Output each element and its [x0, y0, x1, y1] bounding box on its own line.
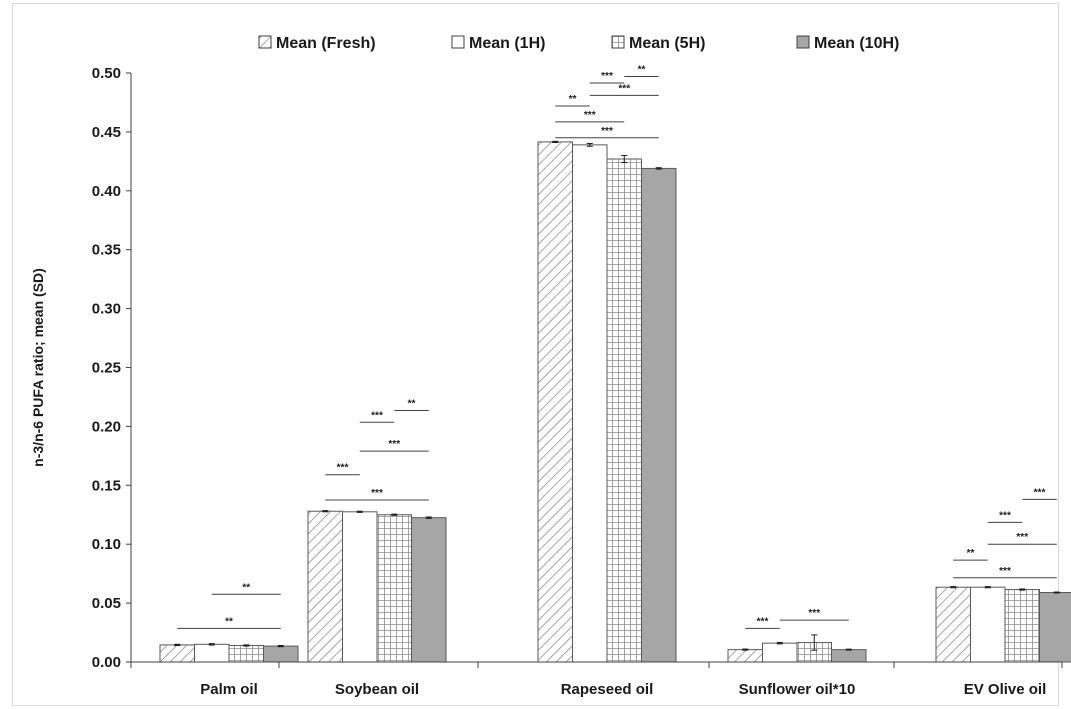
significance-label: **: [967, 548, 975, 559]
y-tick-label: 0.25: [92, 360, 121, 377]
legend-label: Mean (Fresh): [276, 35, 376, 52]
significance-brackets: ****************************************…: [177, 65, 1057, 629]
bar: [762, 642, 798, 663]
significance-label: ***: [601, 126, 613, 137]
significance-label: ***: [1034, 487, 1046, 498]
significance-label: **: [225, 616, 233, 627]
bar: [572, 144, 608, 663]
bar: [411, 517, 447, 663]
y-tick-label: 0.45: [92, 124, 121, 141]
y-tick-label: 0.20: [92, 418, 121, 435]
x-tick-label: Palm oil: [200, 681, 258, 698]
bar: [263, 645, 299, 663]
bar: [376, 514, 412, 663]
significance-label: ***: [808, 608, 820, 619]
legend-label: Mean (10H): [814, 35, 899, 52]
significance-label: **: [638, 65, 646, 76]
bar: [228, 645, 264, 663]
significance-label: ***: [999, 566, 1011, 577]
chart-frame: [12, 3, 1059, 706]
significance-label: ***: [371, 410, 383, 421]
y-tick-label: 0.35: [92, 242, 121, 259]
significance-label: ***: [1016, 532, 1028, 543]
x-tick-label: Sunflower oil*10: [739, 681, 856, 698]
y-tick-label: 0.40: [92, 183, 121, 200]
bar: [537, 141, 573, 663]
y-tick-label: 0.10: [92, 536, 121, 553]
bar: [935, 586, 971, 663]
significance-label: ***: [618, 83, 630, 94]
y-tick-label: 0.30: [92, 301, 121, 318]
legend-label: Mean (1H): [469, 35, 545, 52]
significance-label: **: [242, 582, 250, 593]
legend-label: Mean (5H): [629, 35, 705, 52]
x-tick-label: Soybean oil: [335, 681, 419, 698]
legend-swatch: [258, 35, 272, 49]
significance-label: ***: [584, 110, 596, 121]
bars: [159, 140, 1071, 663]
significance-label: ***: [388, 439, 400, 450]
bar: [727, 649, 763, 663]
y-axis-label: n-3/n-6 PUFA ratio; mean (SD): [30, 268, 46, 467]
bar: [307, 510, 343, 663]
x-tick-label: EV Olive oil: [964, 681, 1047, 698]
bar: [831, 649, 867, 663]
legend-swatch: [796, 35, 810, 49]
bar: [641, 167, 677, 663]
y-tick-label: 0.00: [92, 654, 121, 671]
significance-label: ***: [757, 616, 769, 627]
bar: [159, 644, 195, 663]
bar: [606, 158, 642, 663]
y-tick-label: 0.15: [92, 477, 121, 494]
bar: [194, 643, 230, 663]
legend-swatch: [611, 35, 625, 49]
y-tick-label: 0.50: [92, 65, 121, 82]
bar: [1004, 589, 1040, 663]
y-axis: 0.00 0.05 0.10 0.15 0.20 0.25 0.30 0.35 0.40 0.45…: [30, 65, 132, 671]
significance-label: ***: [371, 488, 383, 499]
significance-label: **: [408, 398, 416, 409]
bar: [970, 586, 1006, 663]
bar: [1039, 591, 1071, 663]
legend: Mean (Fresh) Mean (1H) Mean (5H) Mean (10H): [258, 35, 899, 52]
significance-label: **: [569, 94, 577, 105]
significance-label: ***: [601, 71, 613, 82]
y-tick-label: 0.05: [92, 595, 121, 612]
significance-label: ***: [337, 463, 349, 474]
x-tick-label: Rapeseed oil: [561, 681, 654, 698]
x-axis: Palm oil Soybean oil Rapeseed oil Sunflower…: [130, 661, 1063, 698]
legend-swatch: [451, 35, 465, 49]
bar: [342, 511, 378, 663]
significance-label: ***: [999, 510, 1011, 521]
